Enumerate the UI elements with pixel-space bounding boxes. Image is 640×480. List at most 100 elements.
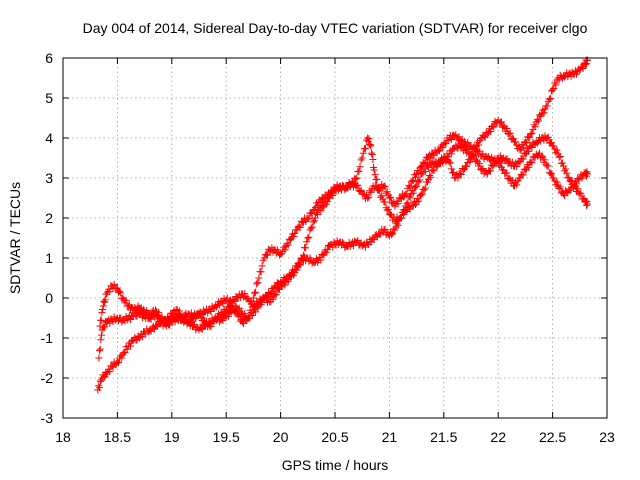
y-tick-label: 3 bbox=[45, 170, 53, 186]
data-point bbox=[295, 222, 303, 230]
x-tick-label: 20.5 bbox=[321, 429, 348, 445]
data-point bbox=[403, 200, 411, 208]
data-point bbox=[447, 165, 455, 173]
data-point bbox=[578, 63, 586, 71]
data-point bbox=[519, 155, 527, 163]
data-point bbox=[299, 251, 307, 259]
data-point bbox=[100, 324, 108, 332]
data-point bbox=[353, 174, 361, 182]
data-point bbox=[406, 183, 414, 191]
data-point bbox=[250, 289, 258, 297]
data-point bbox=[314, 211, 322, 219]
data-point bbox=[527, 130, 535, 138]
data-point bbox=[108, 362, 116, 370]
data-point bbox=[418, 190, 426, 198]
data-point bbox=[543, 134, 551, 142]
data-point bbox=[353, 182, 361, 190]
data-point bbox=[252, 308, 260, 316]
data-point bbox=[303, 238, 311, 246]
data-point bbox=[401, 207, 409, 215]
data-point bbox=[246, 306, 254, 314]
data-point bbox=[583, 170, 591, 178]
data-point bbox=[254, 279, 262, 287]
data-point bbox=[281, 277, 289, 285]
data-point bbox=[525, 163, 533, 171]
data-point bbox=[553, 178, 561, 186]
data-point bbox=[476, 147, 484, 155]
data-point bbox=[472, 156, 480, 164]
data-point bbox=[519, 171, 527, 179]
series-track-c bbox=[96, 131, 591, 331]
data-point bbox=[283, 239, 291, 247]
data-point bbox=[96, 347, 104, 355]
data-point bbox=[352, 175, 360, 183]
data-point bbox=[562, 165, 570, 173]
y-tick-label: -2 bbox=[41, 370, 54, 386]
data-point bbox=[464, 139, 472, 147]
data-point bbox=[307, 224, 315, 232]
data-point bbox=[496, 159, 504, 167]
data-point bbox=[305, 233, 313, 241]
data-point bbox=[364, 194, 372, 202]
data-point bbox=[512, 138, 520, 146]
data-point bbox=[221, 308, 229, 316]
data-point bbox=[409, 189, 417, 197]
data-point bbox=[527, 158, 535, 166]
data-point bbox=[118, 354, 126, 362]
data-point bbox=[309, 218, 317, 226]
data-point bbox=[397, 214, 405, 222]
data-point bbox=[478, 166, 486, 174]
data-point bbox=[373, 176, 381, 184]
data-point bbox=[552, 81, 560, 89]
data-point bbox=[496, 118, 504, 126]
data-point bbox=[293, 266, 301, 274]
data-point bbox=[117, 289, 125, 297]
data-point bbox=[98, 331, 106, 339]
data-point bbox=[380, 182, 388, 190]
data-point bbox=[153, 321, 161, 329]
data-point bbox=[506, 129, 514, 137]
data-point bbox=[365, 193, 373, 201]
x-tick-label: 20 bbox=[273, 429, 289, 445]
data-point bbox=[143, 306, 151, 314]
y-tick-label: 0 bbox=[45, 290, 53, 306]
data-point bbox=[497, 118, 505, 126]
data-point bbox=[446, 159, 454, 167]
data-point bbox=[264, 251, 272, 259]
data-point bbox=[513, 181, 521, 189]
data-point bbox=[427, 173, 435, 181]
data-point bbox=[367, 188, 375, 196]
data-point bbox=[106, 368, 114, 376]
data-point bbox=[359, 149, 367, 157]
series-track-a bbox=[94, 132, 591, 394]
x-tick-label: 19.5 bbox=[213, 429, 240, 445]
data-point bbox=[317, 199, 325, 207]
data-point bbox=[99, 305, 107, 313]
data-point bbox=[272, 284, 280, 292]
data-point bbox=[383, 188, 391, 196]
data-point bbox=[404, 199, 412, 207]
data-point bbox=[286, 273, 294, 281]
data-point bbox=[583, 200, 591, 208]
data-point bbox=[503, 125, 511, 133]
data-point bbox=[296, 261, 304, 269]
data-point bbox=[538, 152, 546, 160]
data-point bbox=[456, 170, 464, 178]
data-point bbox=[101, 296, 109, 304]
data-point bbox=[385, 194, 393, 202]
data-point bbox=[317, 256, 325, 264]
data-point bbox=[234, 312, 242, 320]
data-point bbox=[528, 129, 536, 137]
data-point bbox=[206, 322, 214, 330]
data-point bbox=[440, 154, 448, 162]
data-point bbox=[361, 144, 369, 152]
data-point bbox=[235, 311, 243, 319]
data-point bbox=[258, 262, 266, 270]
data-point bbox=[370, 166, 378, 174]
data-point bbox=[489, 122, 497, 130]
y-tick-label: -1 bbox=[41, 330, 54, 346]
data-point bbox=[257, 268, 265, 276]
data-point bbox=[508, 158, 516, 166]
data-point bbox=[445, 158, 453, 166]
data-point bbox=[356, 163, 364, 171]
